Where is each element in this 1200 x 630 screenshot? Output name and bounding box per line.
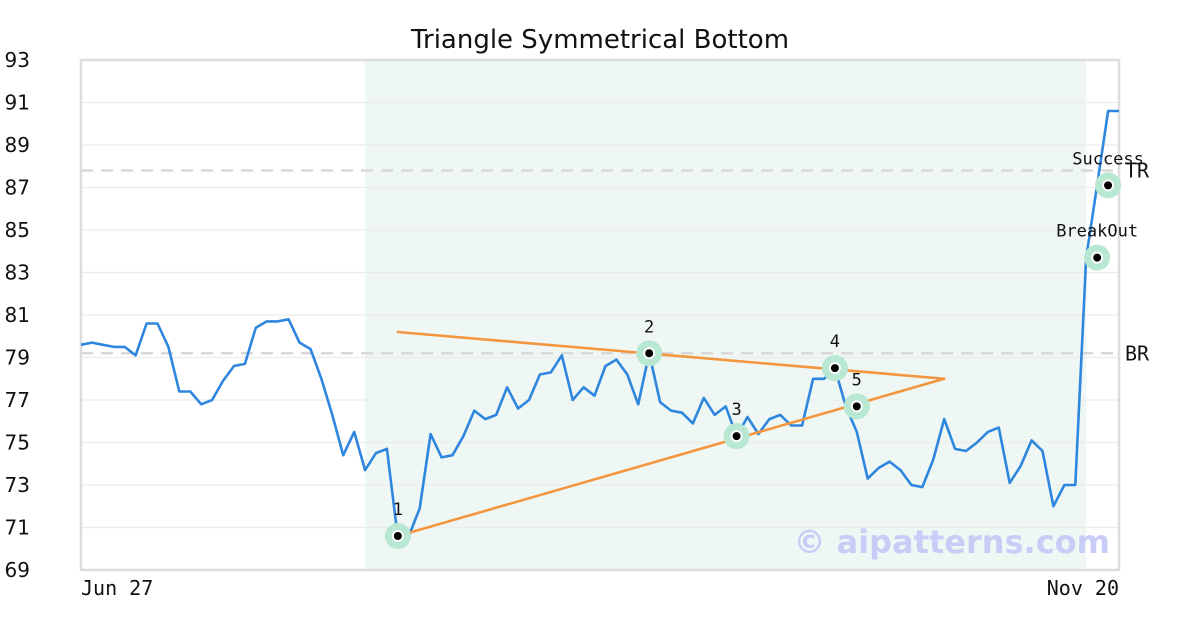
y-tick-label: 91: [5, 91, 30, 115]
x-tick-label: Nov 20: [1047, 576, 1119, 600]
y-tick-label: 75: [5, 431, 30, 455]
y-tick-label: 89: [5, 133, 30, 157]
pattern-points: 1 2 3 45 BreakOut Success: [384, 149, 1144, 549]
y-tick-label: 69: [5, 558, 30, 582]
point-label: 1: [393, 500, 403, 520]
reference-lines: TR BR: [81, 159, 1150, 365]
y-tick-label: 93: [5, 48, 30, 72]
point-label: BreakOut: [1056, 222, 1138, 242]
y-tick-label: 71: [5, 516, 30, 540]
watermark: © aipatterns.com: [793, 523, 1110, 561]
y-tick-label: 77: [5, 388, 30, 412]
gridlines: [81, 59, 1119, 571]
point-marker: [1102, 179, 1115, 192]
y-axis: 69 71 73 75 77 79 81 83 85 87 89 91 93: [5, 48, 30, 582]
y-tick-label: 73: [5, 473, 30, 497]
point-marker: [391, 530, 404, 542]
trendline: [396, 330, 946, 381]
point-label: Success: [1072, 149, 1144, 169]
plot-frame: [79, 58, 1121, 572]
point-marker: [1091, 251, 1104, 264]
point-label: 4: [830, 332, 840, 352]
y-tick-label: 79: [5, 346, 30, 370]
point-marker: [850, 400, 863, 413]
point-label: 5: [852, 370, 862, 390]
chart-title: Triangle Symmetrical Bottom: [410, 25, 789, 55]
point-marker: [828, 362, 841, 375]
y-tick-label: 85: [5, 218, 30, 242]
y-tick-label: 81: [5, 303, 30, 327]
reference-label: BR: [1125, 341, 1150, 365]
price-line: [80, 109, 1119, 540]
x-tick-label: Jun 27: [81, 576, 153, 600]
point-label: 3: [731, 400, 741, 420]
y-tick-label: 87: [5, 176, 30, 200]
x-axis: Jun 27 Nov 20: [81, 576, 1119, 600]
point-marker: [643, 347, 656, 360]
y-tick-label: 83: [5, 261, 30, 285]
point-marker: [730, 430, 743, 443]
reference-label: TR: [1125, 159, 1150, 183]
point-label: 2: [644, 317, 654, 337]
